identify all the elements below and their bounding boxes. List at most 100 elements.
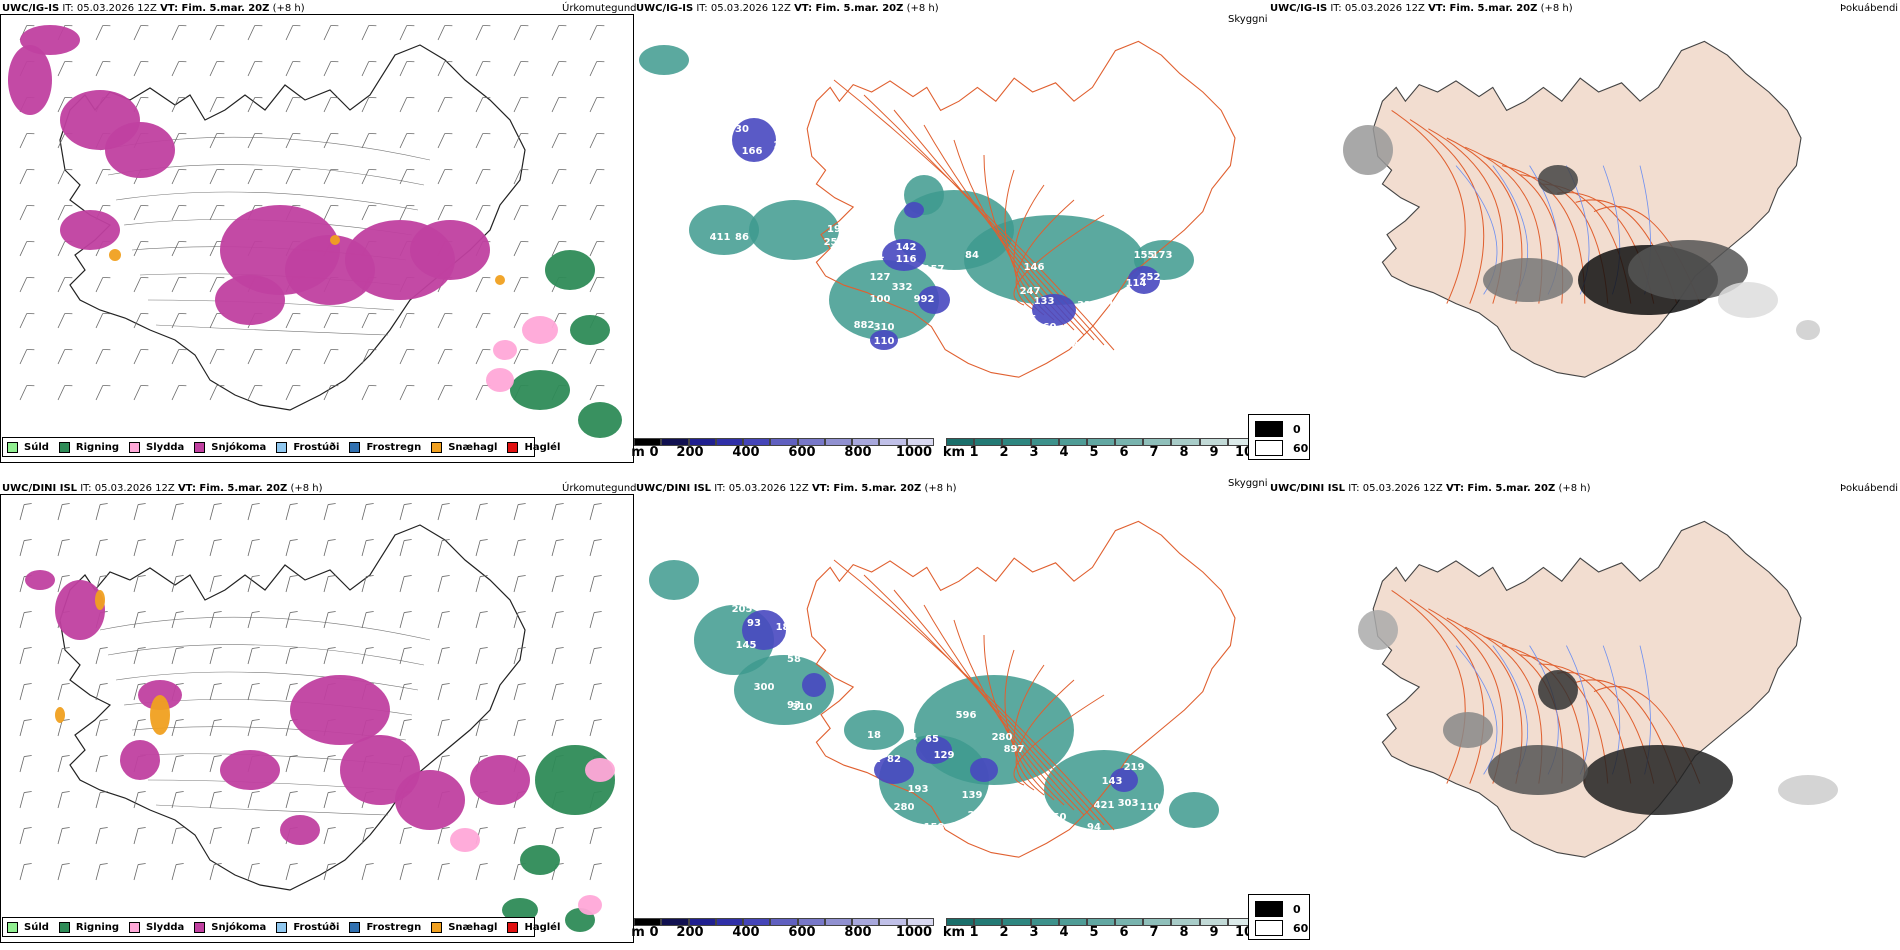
barb-staff — [513, 864, 519, 881]
barb-flag — [178, 241, 187, 243]
wind-barb — [171, 385, 187, 401]
barb-flag — [176, 683, 184, 685]
barb-flag — [558, 169, 567, 171]
precip-legend-item: Haglél — [507, 921, 560, 933]
legend-swatch — [7, 441, 18, 453]
barb-flag — [100, 827, 108, 829]
barb-staff — [57, 864, 63, 881]
barb-flag — [138, 719, 146, 721]
precip-legend-item: Frostregn — [349, 921, 421, 933]
wind-barb — [95, 827, 108, 845]
barb-staff — [399, 540, 405, 557]
wind-barb — [133, 25, 149, 41]
barb-staff — [285, 756, 291, 773]
barb-staff — [133, 25, 142, 41]
barb-staff — [475, 612, 481, 629]
visibility-colorbar — [946, 918, 1256, 926]
barb-staff — [589, 61, 598, 77]
legend-swatch — [58, 921, 70, 933]
terrain-contour — [115, 191, 419, 211]
colorbar-unit: m — [631, 925, 645, 940]
barb-flag — [368, 313, 377, 315]
wind-barb — [285, 349, 301, 365]
colorbar-tick: 800 — [844, 445, 872, 460]
barb-staff — [57, 792, 63, 809]
barb-flag — [444, 205, 453, 207]
fog-map-svg — [1358, 520, 1838, 858]
barb-flag — [292, 205, 301, 207]
barb-flag — [64, 61, 73, 63]
barb-staff — [589, 828, 595, 845]
barb-flag — [252, 863, 260, 865]
wind-barb — [361, 863, 374, 881]
legend-swatch — [129, 921, 141, 933]
precip-area-snow — [290, 675, 390, 745]
legend-swatch — [276, 921, 288, 933]
barb-flag — [594, 647, 602, 649]
colorbar-bin — [852, 438, 880, 446]
barb-flag — [62, 863, 70, 865]
barb-flag — [24, 863, 32, 865]
barb-staff — [133, 313, 142, 329]
barb-staff — [475, 540, 481, 557]
barb-flag — [254, 25, 263, 27]
precip-type-panel-top: UWC/IG-IS IT: 05.03.2026 12Z VT: Fim. 5.… — [0, 0, 637, 472]
wind-barb — [209, 827, 222, 845]
cloud-area — [1583, 745, 1733, 815]
wind-barb — [133, 205, 149, 221]
wind-barb — [95, 791, 108, 809]
barb-flag — [366, 647, 374, 649]
barb-flag — [482, 133, 491, 135]
wind-barb — [285, 863, 298, 881]
barb-flag — [556, 575, 564, 577]
barb-staff — [57, 241, 66, 257]
cloud-base-value: 139 — [962, 790, 983, 801]
barb-flag — [520, 97, 529, 99]
cloud-base-value: 100 — [870, 294, 891, 305]
barb-staff — [19, 313, 28, 329]
colorbar-tick: 3 — [1029, 445, 1039, 460]
barb-staff — [323, 349, 332, 365]
barb-flag — [480, 863, 488, 865]
colorbar-tick: 1 — [969, 445, 979, 460]
barb-flag — [62, 827, 70, 829]
barb-flag — [214, 755, 222, 757]
colorbar-bin — [906, 438, 934, 446]
wind-barb — [589, 611, 602, 629]
legend-label: Snæhagl — [448, 441, 498, 453]
barb-staff — [513, 169, 522, 185]
wind-barb — [171, 169, 187, 185]
barb-staff — [209, 169, 218, 185]
wind-barb — [133, 503, 146, 521]
init-time: IT: 05.03.2026 12Z — [62, 3, 157, 14]
barb-staff — [589, 349, 598, 365]
wind-barb — [437, 97, 453, 113]
barb-staff — [399, 648, 405, 665]
barb-staff — [513, 25, 522, 41]
coastline — [59, 524, 526, 891]
barb-staff — [437, 828, 443, 845]
wind-barb — [437, 169, 453, 185]
barb-flag — [404, 611, 412, 613]
barb-staff — [361, 576, 367, 593]
colorbar-bin — [743, 918, 771, 926]
wind-barb — [19, 755, 32, 773]
wind-barb — [551, 97, 567, 113]
barb-flag — [404, 827, 412, 829]
barb-staff — [19, 684, 25, 701]
wind-barb — [475, 647, 488, 665]
barb-staff — [399, 133, 408, 149]
wind-barb — [19, 277, 35, 293]
barb-flag — [290, 791, 298, 793]
wind-barb — [513, 503, 526, 521]
terrain-contour — [107, 644, 425, 666]
wind-barb — [133, 575, 146, 593]
wind-barb — [323, 313, 339, 329]
cloud-base-value: 421 — [1094, 800, 1115, 811]
wind-barb — [19, 133, 35, 149]
wind-barb — [437, 205, 453, 221]
barb-staff — [361, 313, 370, 329]
panel-title: Skyggni — [1228, 478, 1268, 489]
barb-flag — [328, 863, 336, 865]
barb-staff — [57, 97, 66, 113]
